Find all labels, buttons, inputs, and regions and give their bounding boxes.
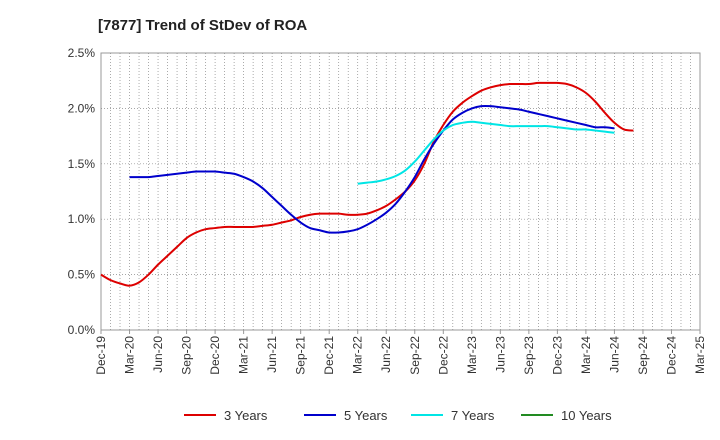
x-axis: Dec-19 Mar-20 Jun-20 Sep-20 Dec-20 Mar-21 Jun-…: [94, 330, 707, 375]
legend-label-7-years: 7 Years: [451, 408, 495, 423]
y-gridlines: [101, 108, 700, 275]
series-layer: [100, 81, 634, 287]
x-tick-label: Jun-20: [151, 336, 165, 373]
x-tick-label: Dec-21: [322, 336, 336, 375]
x-tick-label: Mar-25: [693, 336, 707, 374]
y-tick-label: 0.5%: [68, 268, 96, 282]
x-tick-label: Sep-24: [636, 336, 650, 375]
x-tick-label: Dec-22: [436, 336, 450, 375]
x-tick-label: Jun-21: [265, 336, 279, 373]
y-tick-label: 2.0%: [68, 101, 96, 115]
legend: 3 Years 5 Years 7 Years 10 Years: [184, 408, 612, 423]
x-tick-label: Mar-22: [351, 336, 365, 374]
x-gridlines: [110, 53, 691, 330]
x-tick-label: Dec-23: [550, 336, 564, 375]
x-tick-label: Mar-20: [123, 336, 137, 374]
x-tick-label: Dec-19: [94, 336, 108, 375]
y-tick-label: 0.0%: [68, 323, 96, 337]
x-tick-label: Dec-20: [208, 336, 222, 375]
x-tick-label: Jun-24: [607, 336, 621, 373]
legend-label-3-years: 3 Years: [224, 408, 268, 423]
y-axis: 0.0% 0.5% 1.0% 1.5% 2.0% 2.5%: [68, 46, 96, 337]
chart-title: [7877] Trend of StDev of ROA: [98, 17, 307, 34]
x-tick-label: Jun-23: [493, 336, 507, 373]
x-tick-label: Jun-22: [379, 336, 393, 373]
series-line-3-years: [100, 81, 634, 287]
legend-label-10-years: 10 Years: [561, 408, 612, 423]
legend-label-5-years: 5 Years: [344, 408, 388, 423]
x-tick-label: Dec-24: [664, 336, 678, 375]
x-tick-label: Mar-23: [465, 336, 479, 374]
x-tick-label: Sep-21: [294, 336, 308, 375]
series-line-5-years: [129, 104, 615, 234]
y-tick-label: 2.5%: [68, 46, 96, 60]
x-tick-label: Mar-21: [237, 336, 251, 374]
y-tick-label: 1.0%: [68, 212, 96, 226]
x-tick-label: Sep-23: [522, 336, 536, 375]
x-tick-label: Sep-20: [180, 336, 194, 375]
y-tick-label: 1.5%: [68, 157, 96, 171]
plot-area: [100, 52, 701, 331]
series-line-7-years: [357, 120, 615, 185]
x-tick-label: Sep-22: [408, 336, 422, 375]
x-tick-label: Mar-24: [579, 336, 593, 374]
